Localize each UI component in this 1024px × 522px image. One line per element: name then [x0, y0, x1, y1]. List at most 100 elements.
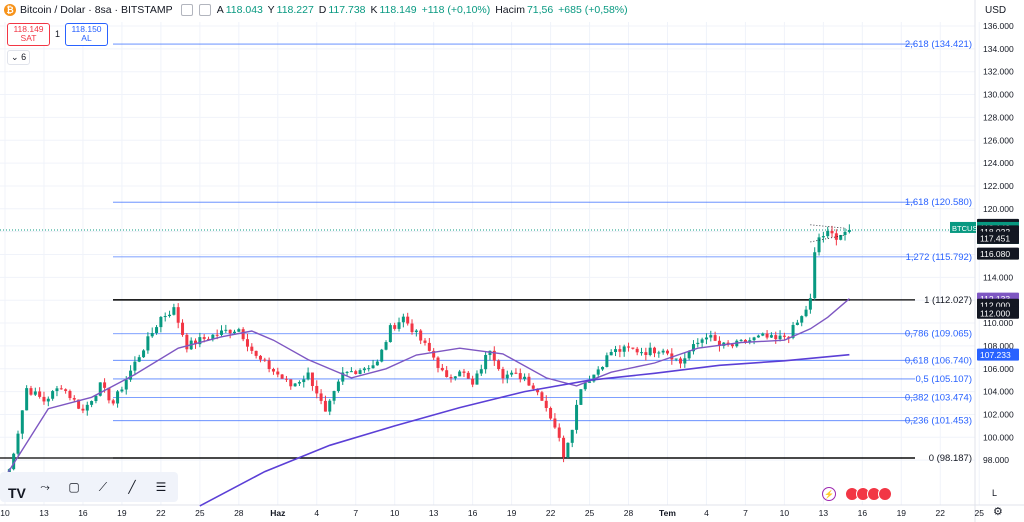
candle-body[interactable]	[185, 334, 189, 350]
candle-body[interactable]	[605, 355, 609, 367]
candle-body[interactable]	[241, 329, 245, 340]
candle-body[interactable]	[536, 388, 540, 393]
candle-body[interactable]	[215, 334, 219, 336]
candle-body[interactable]	[280, 374, 284, 379]
candle-body[interactable]	[730, 344, 734, 347]
candle-body[interactable]	[51, 391, 55, 399]
candle-body[interactable]	[323, 400, 327, 412]
candle-body[interactable]	[657, 352, 661, 354]
candle-body[interactable]	[570, 429, 574, 443]
candle-body[interactable]	[826, 230, 830, 237]
candle-body[interactable]	[306, 372, 310, 380]
candle-body[interactable]	[579, 389, 583, 405]
candle-body[interactable]	[107, 387, 111, 401]
lightning-icon[interactable]: ⚡	[822, 487, 836, 501]
candle-body[interactable]	[155, 327, 159, 334]
candle-body[interactable]	[748, 340, 752, 343]
candle-body[interactable]	[510, 372, 514, 375]
candle-body[interactable]	[769, 335, 773, 338]
candle-body[interactable]	[172, 307, 176, 315]
candle-body[interactable]	[419, 330, 423, 341]
candle-body[interactable]	[765, 333, 769, 338]
candle-body[interactable]	[371, 365, 375, 369]
candle-body[interactable]	[601, 366, 605, 370]
candle-body[interactable]	[258, 355, 262, 360]
candle-body[interactable]	[133, 361, 137, 371]
candle-body[interactable]	[367, 368, 371, 370]
candle-body[interactable]	[384, 342, 388, 350]
candle-body[interactable]	[198, 337, 202, 345]
candle-body[interactable]	[77, 399, 81, 409]
candle-body[interactable]	[336, 381, 340, 392]
candle-body[interactable]	[609, 352, 613, 356]
candle-body[interactable]	[501, 369, 505, 379]
candle-body[interactable]	[787, 336, 791, 338]
candle-body[interactable]	[700, 339, 704, 343]
candle-body[interactable]	[59, 388, 63, 390]
candle-body[interactable]	[228, 329, 232, 334]
candle-body[interactable]	[42, 396, 46, 402]
candle-body[interactable]	[449, 377, 453, 379]
rectangle-tool-icon[interactable]: ▢	[68, 480, 80, 494]
candle-body[interactable]	[302, 379, 306, 383]
candle-body[interactable]	[739, 339, 743, 341]
candle-body[interactable]	[756, 335, 760, 338]
candle-body[interactable]	[492, 350, 496, 361]
candle-body[interactable]	[176, 307, 180, 323]
candle-body[interactable]	[761, 333, 765, 336]
candle-body[interactable]	[847, 229, 851, 232]
candle-body[interactable]	[588, 381, 592, 383]
candle-body[interactable]	[479, 369, 483, 374]
candle-body[interactable]	[310, 372, 314, 386]
candle-body[interactable]	[717, 340, 721, 346]
candle-body[interactable]	[64, 389, 68, 391]
moving-average-fast[interactable]	[4, 298, 850, 478]
candle-body[interactable]	[150, 333, 154, 337]
candle-body[interactable]	[778, 335, 782, 340]
candle-body[interactable]	[254, 350, 258, 356]
candle-body[interactable]	[388, 325, 392, 343]
candle-body[interactable]	[401, 316, 405, 323]
candle-body[interactable]	[575, 404, 579, 430]
candle-body[interactable]	[800, 316, 804, 323]
settings-gear-icon[interactable]: ⚙	[993, 506, 1003, 518]
candle-body[interactable]	[232, 331, 236, 334]
candle-body[interactable]	[635, 348, 639, 353]
candle-body[interactable]	[704, 337, 708, 340]
candle-body[interactable]	[566, 442, 570, 458]
candle-body[interactable]	[194, 340, 198, 345]
event-flags[interactable]	[845, 487, 892, 501]
candle-body[interactable]	[332, 391, 336, 401]
candle-body[interactable]	[683, 358, 687, 364]
candle-body[interactable]	[795, 322, 799, 325]
candle-body[interactable]	[752, 337, 756, 341]
candle-body[interactable]	[349, 371, 353, 373]
candle-body[interactable]	[224, 329, 228, 331]
candle-body[interactable]	[12, 453, 16, 470]
candle-body[interactable]	[484, 354, 488, 370]
currency-label[interactable]: USD	[985, 5, 1007, 16]
candle-body[interactable]	[514, 372, 518, 374]
candle-body[interactable]	[527, 376, 531, 386]
candle-body[interactable]	[33, 391, 37, 395]
buy-button[interactable]: 118.150 AL	[65, 23, 108, 46]
candle-body[interactable]	[276, 371, 280, 375]
candle-body[interactable]	[843, 231, 847, 235]
candle-body[interactable]	[341, 372, 345, 382]
candle-body[interactable]	[813, 252, 817, 299]
candle-body[interactable]	[549, 407, 553, 419]
log-scale-toggle[interactable]: L	[992, 488, 998, 498]
settings-square-icon[interactable]	[198, 4, 211, 16]
candle-body[interactable]	[466, 372, 470, 379]
candle-body[interactable]	[834, 233, 838, 240]
candle-body[interactable]	[211, 334, 215, 340]
candle-body[interactable]	[289, 379, 293, 387]
candle-body[interactable]	[393, 325, 397, 329]
candle-body[interactable]	[406, 316, 410, 324]
candle-body[interactable]	[661, 350, 665, 353]
candle-body[interactable]	[410, 323, 414, 333]
candle-body[interactable]	[358, 370, 362, 374]
candle-body[interactable]	[293, 383, 297, 387]
moving-average-slow[interactable]	[199, 353, 850, 507]
